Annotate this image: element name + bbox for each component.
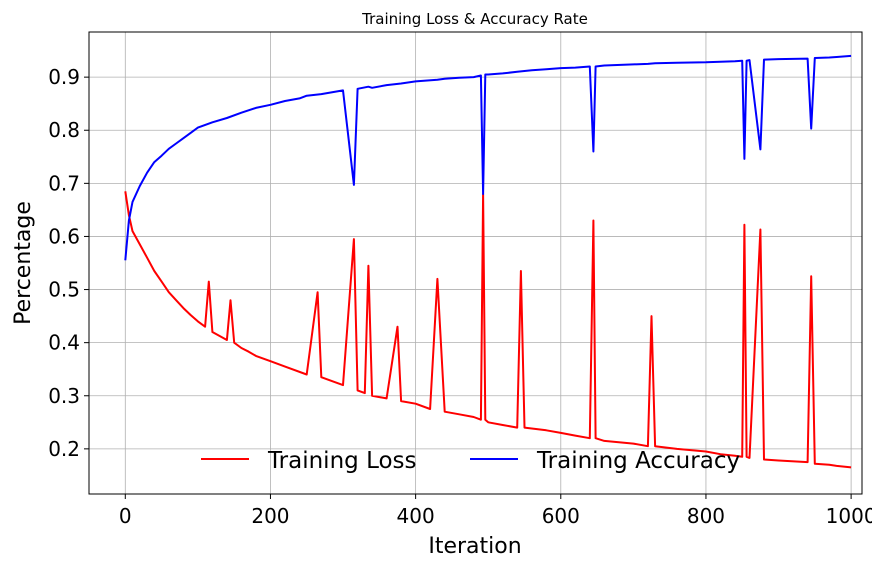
x-tick-label: 400: [397, 504, 435, 528]
x-axis: 0 200 400 600 800 1000: [119, 494, 872, 528]
x-tick-label: 200: [251, 504, 289, 528]
y-tick-label: 0.4: [48, 331, 80, 355]
y-tick-label: 0.6: [48, 224, 80, 248]
x-tick-label: 600: [542, 504, 580, 528]
training-accuracy-line: [124, 54, 852, 261]
y-axis-label: Percentage: [11, 201, 36, 325]
x-axis-label: Iteration: [428, 534, 521, 559]
legend-loss-label: Training Loss: [267, 448, 417, 474]
legend: Training Loss Training Accuracy: [201, 448, 740, 474]
y-tick-label: 0.2: [48, 437, 80, 461]
plot-frame: [88, 31, 863, 495]
legend-accuracy-label: Training Accuracy: [536, 448, 740, 474]
y-tick-label: 0.9: [48, 65, 80, 89]
x-tick-label: 1000: [826, 504, 872, 528]
y-tick-label: 0.8: [48, 118, 80, 142]
y-tick-label: 0.7: [48, 171, 80, 195]
y-tick-label: 0.5: [48, 278, 80, 302]
chart-title: Training Loss & Accuracy Rate: [361, 10, 588, 28]
series-layer: [124, 54, 852, 469]
x-tick-label: 0: [119, 504, 132, 528]
training-loss-line: [124, 191, 852, 469]
x-tick-label: 800: [687, 504, 725, 528]
y-tick-label: 0.3: [48, 384, 80, 408]
y-axis: 0.2 0.3 0.4 0.5 0.6 0.7 0.8 0.9: [48, 65, 89, 461]
